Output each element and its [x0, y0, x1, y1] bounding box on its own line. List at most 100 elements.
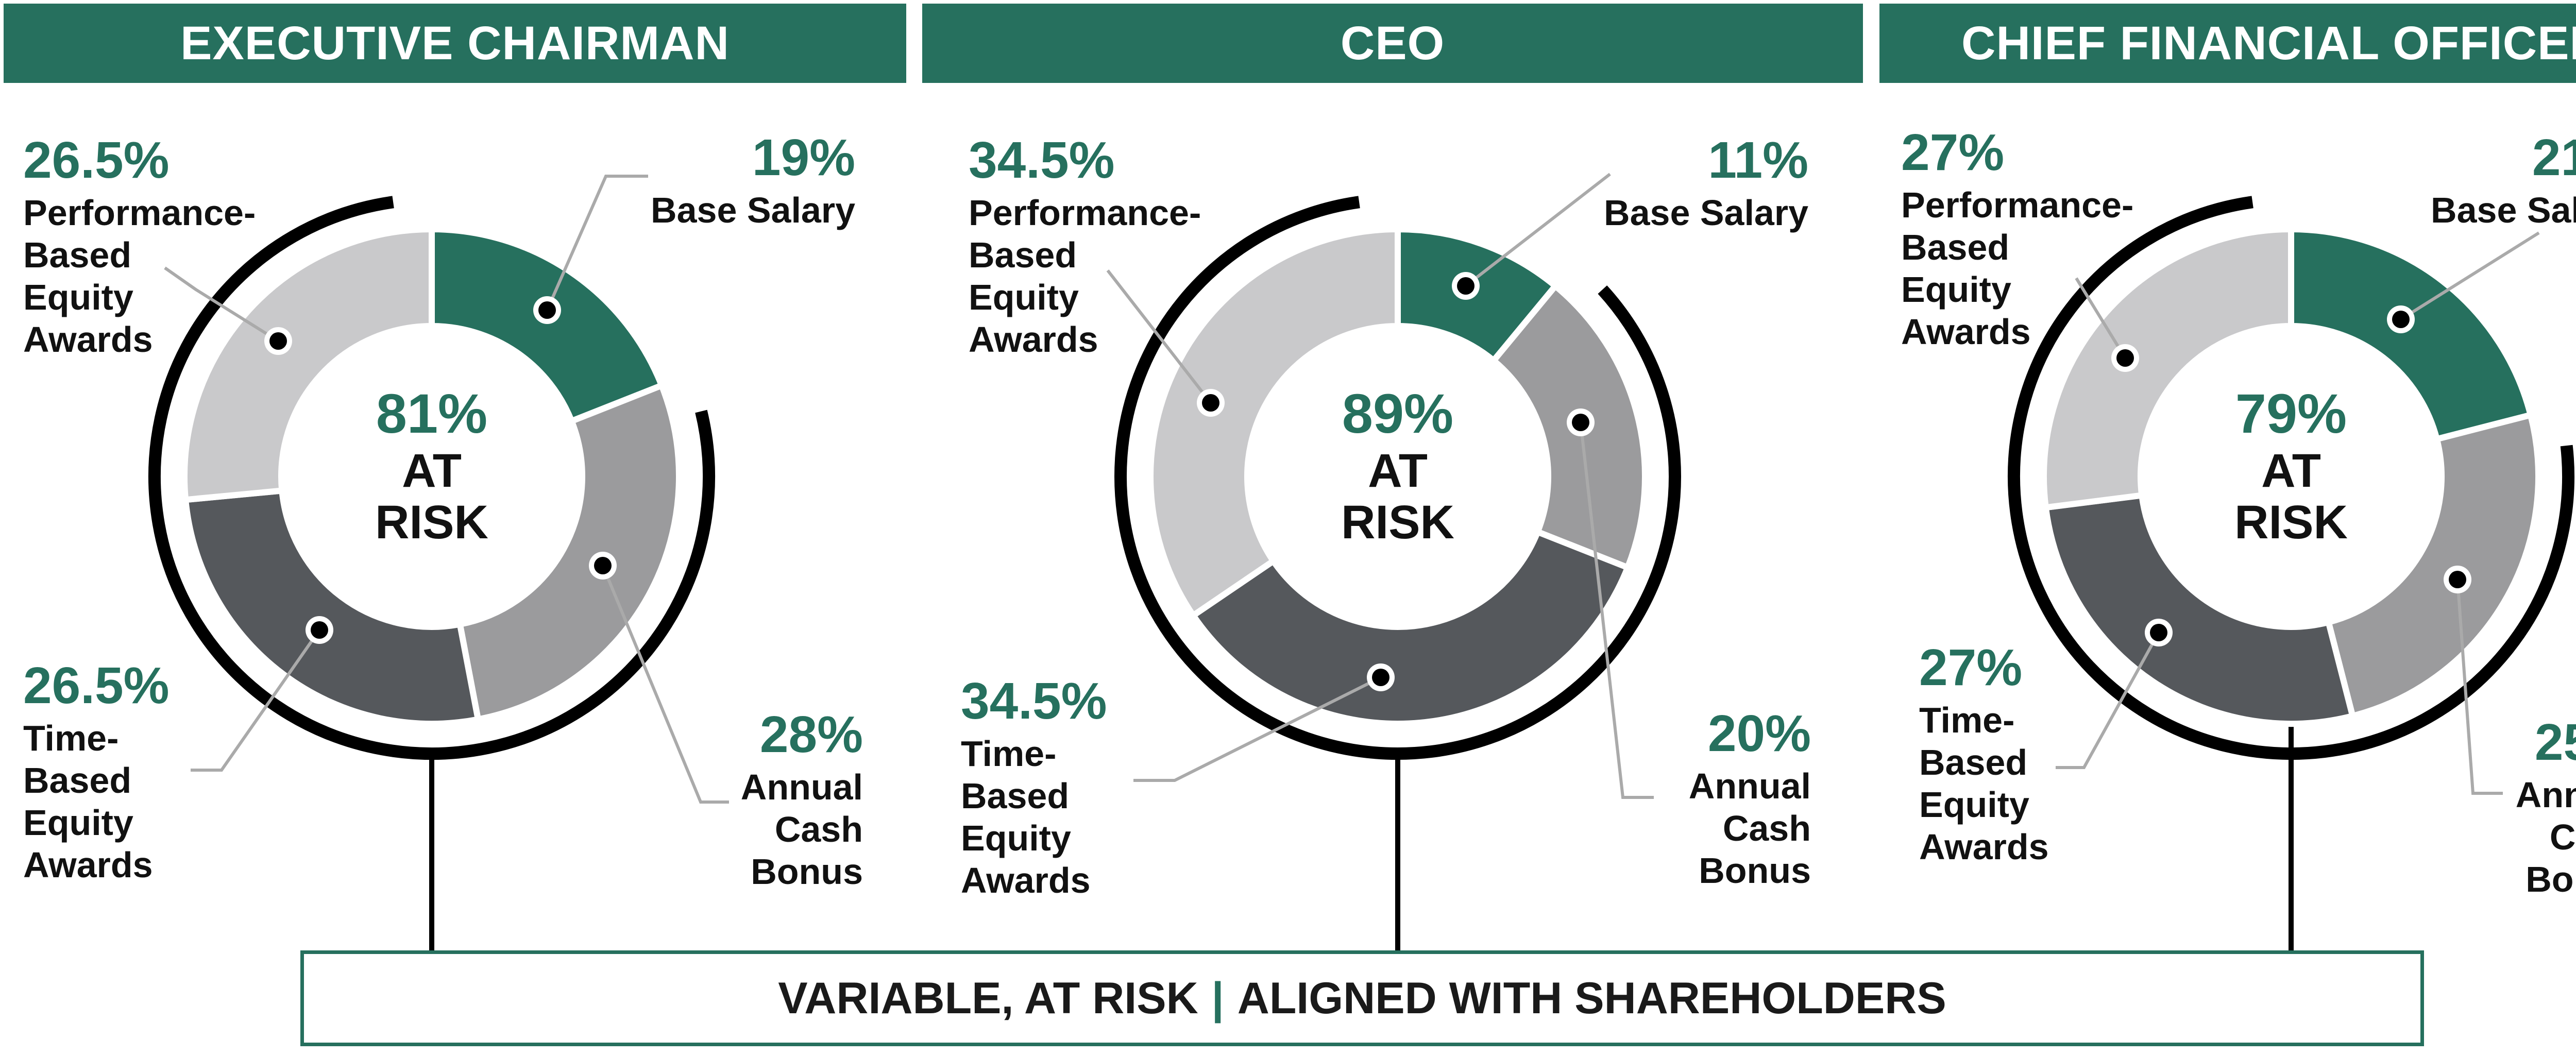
chart-2-label-performance_based_equity-line: Equity: [1901, 269, 2011, 310]
chart-0-marker-dot-performance_based_equity: [269, 332, 287, 350]
chart-2-label-time_based_equity-line: Equity: [1919, 785, 2029, 825]
chart-2-leader-performance_based_equity: [2075, 277, 2127, 359]
chart-0-marker-dot-base_salary: [538, 301, 556, 319]
chart-0-label-annual_cash_bonus-line: Bonus: [751, 851, 863, 892]
chart-1-label-base_salary-line: Base Salary: [1604, 193, 1808, 233]
chart-1-label-performance_based_equity-line: Based: [969, 235, 1077, 275]
chart-1-value-annual_cash_bonus: 20%: [1708, 705, 1811, 762]
chart-0-leader-annual_cash_bonus: [601, 565, 729, 804]
chart-2-marker-dot-performance_based_equity: [2116, 349, 2134, 367]
chart-2-marker-dot-base_salary: [2392, 311, 2410, 328]
chart-2-label-annual_cash_bonus-line: Annual: [2516, 775, 2576, 815]
chart-0-label-performance_based_equity-line: Based: [23, 235, 131, 275]
chart-1-marker-dot-performance_based_equity: [1202, 394, 1219, 412]
chart-1-value-performance_based_equity: 34.5%: [969, 131, 1115, 189]
chart-2-label-performance_based_equity-line: Performance-: [1901, 185, 2133, 225]
footer-separator: |: [1211, 973, 1224, 1023]
chart-2-label-annual_cash_bonus-line: Cash: [2550, 817, 2576, 857]
footer-right-text: ALIGNED WITH SHAREHOLDERS: [1237, 973, 1946, 1023]
chart-1-slice-time_based_equity: [1189, 527, 1632, 727]
chart-2-label-annual_cash_bonus-line: Bonus: [2526, 859, 2576, 899]
chart-1-label-performance_based_equity-line: Awards: [969, 319, 1098, 360]
executive-chairman-banner: EXECUTIVE CHAIRMAN: [4, 4, 906, 83]
chart-2-value-annual_cash_bonus: 25%: [2535, 713, 2576, 771]
chart-2-at-risk-arc: [2008, 196, 2574, 760]
footer-left-text: VARIABLE, AT RISK: [778, 973, 1198, 1023]
chart-2-center-line1: AT: [2261, 445, 2321, 497]
chart-2-label-performance_based_equity-line: Awards: [1901, 312, 2031, 352]
chart-1-label-annual_cash_bonus-line: Cash: [1723, 808, 1811, 848]
chart-2-label-time_based_equity-line: Based: [1919, 742, 2027, 782]
footer-banner: VARIABLE, AT RISK | ALIGNED WITH SHAREHO…: [300, 950, 2424, 1046]
chart-0-value-base_salary: 19%: [752, 129, 855, 186]
chart-2-leader-time_based_equity: [2056, 632, 2160, 769]
chart-2-leader-annual_cash_bonus: [2456, 579, 2503, 795]
chart-2-slice-time_based_equity: [2042, 491, 2357, 727]
chart-2-value-time_based_equity: 27%: [1919, 639, 2022, 696]
chart-1-leader-time_based_equity: [1133, 676, 1382, 782]
chart-0-label-base_salary-line: Base Salary: [651, 190, 855, 230]
chart-2-slice-base_salary: [2288, 226, 2535, 443]
chart-0-slice-annual_cash_bonus: [456, 381, 682, 723]
chart-2-label-time_based_equity-line: Time-: [1919, 700, 2014, 740]
chart-2-slice-performance_based_equity: [2041, 226, 2294, 511]
chart-0-slice-performance_based_equity: [181, 226, 435, 503]
chart-2-slice-annual_cash_bonus: [2325, 411, 2541, 720]
chart-1-marker-dot-time_based_equity: [1372, 669, 1389, 686]
chart-1-label-time_based_equity-line: Time-: [961, 734, 1056, 774]
chart-1-label-annual_cash_bonus-line: Annual: [1689, 766, 1811, 806]
chart-2-marker-dot-annual_cash_bonus: [2449, 571, 2466, 588]
ceo-banner: CEO: [922, 4, 1863, 83]
chart-1-center-percent: 89%: [1342, 382, 1453, 445]
chart-0-leader-performance_based_equity: [164, 266, 279, 343]
chart-1-value-time_based_equity: 34.5%: [961, 672, 1107, 730]
chart-2-center-percent: 79%: [2235, 382, 2347, 445]
chart-1-value-base_salary: 11%: [1708, 131, 1808, 189]
chart-2-label-base_salary-line: Base Salary: [2431, 190, 2576, 230]
chart-2-center-line2: RISK: [2234, 496, 2348, 549]
chart-0-slice-time_based_equity: [182, 487, 482, 727]
chart-1-leader-base_salary: [1465, 173, 1611, 287]
chart-1-label-performance_based_equity-line: Performance-: [969, 193, 1201, 233]
chart-1-leader-performance_based_equity: [1106, 269, 1212, 404]
chart-0-value-performance_based_equity: 26.5%: [23, 131, 170, 189]
chart-2-leader-base_salary: [2400, 231, 2540, 321]
chart-0-label-annual_cash_bonus-line: Annual: [741, 767, 863, 807]
chart-0-label-annual_cash_bonus-line: Cash: [775, 809, 863, 849]
chart-1-label-time_based_equity-line: Equity: [961, 818, 1071, 858]
chart-2-marker-dot-time_based_equity: [2150, 624, 2167, 641]
chart-1-marker-dot-base_salary: [1457, 277, 1475, 295]
chart-2-label-performance_based_equity-line: Based: [1901, 227, 2009, 267]
chart-0-center-line1: AT: [402, 445, 462, 497]
chart-0-at-risk-arc: [148, 196, 715, 760]
chart-1-center-line2: RISK: [1341, 496, 1454, 549]
chart-0-marker-dot-annual_cash_bonus: [594, 557, 612, 574]
chart-0-leader-time_based_equity: [191, 629, 321, 772]
chart-2-label-time_based_equity-line: Awards: [1919, 827, 2049, 867]
chart-1-label-time_based_equity-line: Awards: [961, 860, 1091, 900]
chart-0-label-time_based_equity-line: Time-: [23, 718, 118, 758]
chart-0-center-line2: RISK: [375, 496, 488, 549]
chart-1-label-annual_cash_bonus-line: Bonus: [1699, 850, 1811, 891]
chart-1-center-line1: AT: [1368, 445, 1428, 497]
chart-0-slice-base_salary: [429, 226, 666, 425]
chart-1-leader-annual_cash_bonus: [1579, 422, 1654, 799]
chart-0-label-performance_based_equity-line: Performance-: [23, 193, 256, 233]
chart-1-label-time_based_equity-line: Based: [961, 776, 1069, 816]
chart-0-label-performance_based_equity-line: Awards: [23, 319, 153, 360]
chart-1-slice-performance_based_equity: [1147, 226, 1401, 620]
chart-0-marker-dot-time_based_equity: [311, 621, 328, 639]
cfo-banner: CHIEF FINANCIAL OFFICER: [1879, 4, 2576, 83]
chart-1-at-risk-arc: [1114, 196, 1681, 760]
chart-0-center-percent: 81%: [376, 382, 487, 445]
chart-0-value-annual_cash_bonus: 28%: [760, 706, 863, 763]
chart-0-label-time_based_equity-line: Awards: [23, 845, 153, 885]
chart-0-label-time_based_equity-line: Based: [23, 760, 131, 800]
chart-2-value-performance_based_equity: 27%: [1901, 124, 2004, 181]
chart-0-label-performance_based_equity-line: Equity: [23, 277, 133, 317]
chart-1-label-performance_based_equity-line: Equity: [969, 277, 1079, 317]
chart-0-label-time_based_equity-line: Equity: [23, 803, 133, 843]
chart-2-value-base_salary: 21%: [2532, 129, 2576, 186]
chart-0-leader-base_salary: [546, 175, 648, 311]
